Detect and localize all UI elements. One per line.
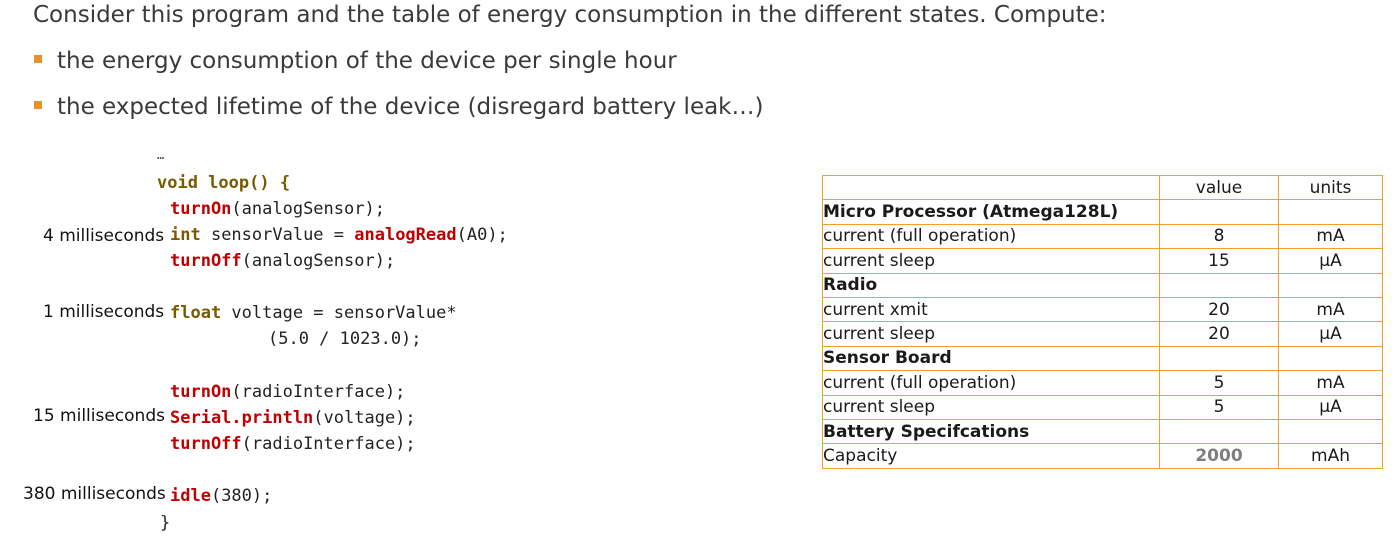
item-label: current xmit	[822, 296, 1160, 323]
code-fn: analogRead	[354, 225, 457, 245]
bullet-marker	[34, 100, 42, 109]
value-cell	[1159, 199, 1279, 225]
capacity-value-cell: 2000	[1159, 443, 1279, 469]
page-heading: Consider this program and the table of e…	[33, 2, 1107, 28]
code-keyword: int	[170, 225, 201, 245]
value-cell: 20	[1159, 296, 1279, 323]
bullet-text: the expected lifetime of the device (dis…	[57, 94, 764, 120]
code-float-cont: (5.0 / 1023.0);	[268, 330, 422, 349]
code-args: (analogSensor);	[241, 251, 396, 271]
table-row: Battery Specifcations	[822, 418, 1383, 445]
value-cell: 8	[1159, 223, 1279, 250]
code-args: (380);	[210, 486, 273, 506]
table-row: current xmit 20 mA	[822, 296, 1383, 323]
bullet-marker	[34, 54, 42, 63]
table-row: Micro Processor (Atmega128L)	[822, 199, 1383, 225]
value-cell: 5	[1159, 394, 1279, 420]
table-row: Capacity 2000 mAh	[822, 443, 1383, 469]
units-cell: mAh	[1278, 443, 1383, 469]
section-label: Battery Specifcations	[822, 418, 1160, 445]
item-label: current (full operation)	[822, 370, 1160, 396]
code-fn: turnOff	[170, 251, 242, 271]
code-turnoff-radio: turnOff(radioInterface);	[170, 435, 416, 454]
units-cell	[1278, 199, 1383, 225]
header-label-cell	[822, 174, 1160, 201]
value-cell	[1159, 418, 1279, 445]
table-header-row: value units	[822, 174, 1383, 201]
code-turnon-radio: turnOn(radioInterface);	[170, 383, 405, 402]
table-row: current sleep 5 µA	[822, 394, 1383, 420]
header-units-cell: units	[1278, 174, 1383, 201]
code-loop-close: }	[160, 514, 170, 533]
code-fn: idle	[170, 486, 211, 506]
table-row: current (full operation) 5 mA	[822, 370, 1383, 396]
code-idle: idle(380);	[170, 487, 272, 506]
energy-consumption-table: value units Micro Processor (Atmega128L)…	[822, 174, 1383, 469]
units-cell: µA	[1278, 321, 1383, 347]
code-args: (A0);	[456, 225, 508, 245]
code-fn: turnOn	[170, 382, 232, 402]
code-brace: }	[160, 513, 171, 533]
item-label: Capacity	[822, 443, 1160, 469]
units-cell	[1278, 345, 1383, 372]
item-label: current sleep	[822, 248, 1160, 274]
value-cell	[1159, 272, 1279, 298]
duration-label: 15 milliseconds	[33, 406, 165, 426]
duration-label: 1 milliseconds	[43, 302, 165, 322]
code-var: sensorValue =	[200, 225, 355, 245]
table-row: current sleep 15 µA	[822, 248, 1383, 274]
code-args: (radioInterface);	[231, 382, 406, 402]
code-serial-println: Serial.println(voltage);	[170, 409, 416, 428]
value-cell: 15	[1159, 248, 1279, 274]
duration-label: 4 milliseconds	[43, 226, 165, 246]
code-rest: voltage = sensorValue*	[221, 303, 457, 323]
units-cell: mA	[1278, 223, 1383, 250]
code-ellipsis: …	[157, 148, 165, 162]
code-loop-open: void loop() {	[157, 174, 290, 193]
bullet-energy-per-hour: the energy consumption of the device per…	[34, 48, 677, 74]
code-keyword: float	[170, 303, 222, 323]
code-args: (voltage);	[313, 408, 416, 428]
code-fn: turnOff	[170, 434, 242, 454]
value-cell: 5	[1159, 370, 1279, 396]
item-label: current sleep	[822, 321, 1160, 347]
item-label: current (full operation)	[822, 223, 1160, 250]
bullet-expected-lifetime: the expected lifetime of the device (dis…	[34, 94, 763, 120]
table-row: current sleep 20 µA	[822, 321, 1383, 347]
table-row: Sensor Board	[822, 345, 1383, 372]
code-analog-read: int sensorValue = analogRead(A0);	[170, 226, 508, 245]
units-cell	[1278, 418, 1383, 445]
units-cell: mA	[1278, 296, 1383, 323]
units-cell: mA	[1278, 370, 1383, 396]
code-turnoff-sensor: turnOff(analogSensor);	[170, 252, 395, 271]
header-value-cell: value	[1159, 174, 1279, 201]
units-cell: µA	[1278, 394, 1383, 420]
code-float-voltage: float voltage = sensorValue*	[170, 304, 457, 323]
table-row: Radio	[822, 272, 1383, 298]
code-loop-signature: void loop() {	[157, 173, 291, 193]
code-fn: turnOn	[170, 199, 232, 219]
code-args: (analogSensor);	[231, 199, 385, 219]
code-args: (radioInterface);	[241, 434, 416, 454]
code-turnon-sensor: turnOn(analogSensor);	[170, 200, 385, 219]
units-cell: µA	[1278, 248, 1383, 274]
value-cell: 20	[1159, 321, 1279, 347]
table-row: current (full operation) 8 mA	[822, 223, 1383, 250]
section-label: Sensor Board	[822, 345, 1160, 372]
item-label: current sleep	[822, 394, 1160, 420]
section-label: Micro Processor (Atmega128L)	[822, 199, 1160, 225]
section-label: Radio	[822, 272, 1160, 298]
units-cell	[1278, 272, 1383, 298]
code-rest: (5.0 / 1023.0);	[268, 329, 422, 349]
value-cell	[1159, 345, 1279, 372]
code-fn: Serial.println	[170, 408, 314, 428]
duration-label: 380 milliseconds	[23, 484, 166, 504]
bullet-text: the energy consumption of the device per…	[57, 48, 677, 74]
